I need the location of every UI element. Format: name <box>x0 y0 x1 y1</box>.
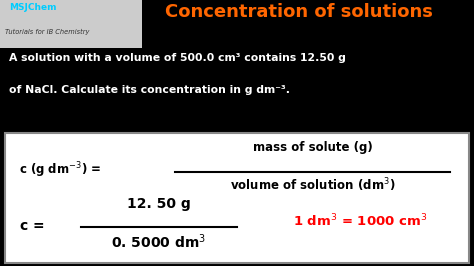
Text: $\mathbf{c}$ =: $\mathbf{c}$ = <box>19 219 44 233</box>
Text: of NaCl. Calculate its concentration in g dm⁻³.: of NaCl. Calculate its concentration in … <box>9 85 291 95</box>
Text: A solution with a volume of 500.0 cm³ contains 12.50 g: A solution with a volume of 500.0 cm³ co… <box>9 53 346 63</box>
Text: $\mathbf{c}$ (g dm$^{-3}$) =: $\mathbf{c}$ (g dm$^{-3}$) = <box>19 160 101 180</box>
FancyBboxPatch shape <box>0 0 142 48</box>
Text: 1 dm$^3$ = 1000 cm$^3$: 1 dm$^3$ = 1000 cm$^3$ <box>293 213 428 229</box>
Text: MSJChem: MSJChem <box>9 3 57 12</box>
FancyBboxPatch shape <box>5 133 469 263</box>
Text: 0. 5000 dm$^3$: 0. 5000 dm$^3$ <box>111 233 206 251</box>
Text: volume of solution (dm$^3$): volume of solution (dm$^3$) <box>230 177 396 194</box>
Text: Tutorials for IB Chemistry: Tutorials for IB Chemistry <box>5 29 89 35</box>
Text: mass of solute (g): mass of solute (g) <box>253 141 373 154</box>
Text: Concentration of solutions: Concentration of solutions <box>164 3 433 21</box>
Text: 12. 50 g: 12. 50 g <box>127 197 191 211</box>
